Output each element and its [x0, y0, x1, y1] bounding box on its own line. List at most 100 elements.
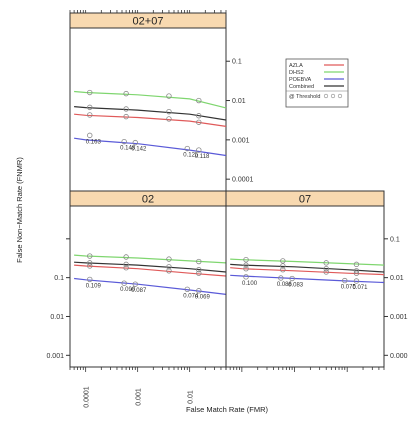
threshold-point [196, 258, 202, 265]
threshold-point [166, 256, 172, 262]
threshold-point [196, 267, 202, 273]
threshold-label: 0.083 [288, 283, 304, 289]
y-tick-label: 0.1 [232, 59, 242, 66]
threshold-marker [132, 139, 138, 146]
threshold-point [323, 269, 329, 275]
threshold-point [166, 264, 172, 270]
x-tick-label: 0.001 [136, 388, 143, 406]
y-tick-label: 0.01 [232, 98, 246, 105]
threshold-marker [121, 280, 127, 286]
legend-label: DHS2 [289, 70, 304, 76]
threshold-point [123, 261, 129, 268]
threshold-point [87, 89, 93, 96]
threshold-marker [243, 274, 249, 280]
threshold-point [87, 263, 93, 269]
y-tick-label: 0.001 [46, 353, 64, 360]
y-tick-label: 0.0001 [232, 177, 254, 184]
y-tick-label: 0.001 [390, 314, 408, 321]
series-line-dhs2 [74, 90, 227, 109]
panel-strip [225, 190, 385, 207]
threshold-point [280, 258, 286, 264]
legend-label: Combined [289, 84, 314, 90]
legend-threshold-icon [330, 93, 336, 99]
threshold-point [196, 97, 202, 104]
threshold-marker [196, 147, 202, 153]
threshold-marker [184, 145, 190, 152]
threshold-point [166, 116, 172, 122]
threshold-point [123, 113, 129, 120]
threshold-point [323, 260, 329, 266]
threshold-point [166, 268, 172, 274]
threshold-marker [278, 275, 284, 281]
threshold-marker [184, 286, 190, 293]
threshold-label: 0.090 [120, 287, 136, 293]
threshold-point [353, 270, 360, 276]
y-tick-label: 0.01 [390, 275, 404, 282]
series-line-dhs2 [74, 254, 227, 264]
legend-label: POEBVA [289, 77, 312, 83]
threshold-point [196, 113, 202, 119]
threshold-point [353, 268, 360, 274]
y-tick-label: 0.001 [232, 137, 250, 144]
threshold-point [123, 90, 129, 97]
legend-threshold-icon [337, 93, 343, 99]
threshold-point [196, 119, 202, 125]
threshold-point [123, 106, 129, 112]
y-tick-label: 0.1 [390, 236, 400, 243]
legend-label: AZLA [289, 63, 303, 69]
series-line-combined [74, 261, 227, 273]
threshold-point [123, 254, 129, 260]
threshold-point [196, 270, 202, 276]
threshold-marker [196, 288, 202, 294]
threshold-marker [87, 276, 93, 283]
x-tick-label: 0.0001 [84, 386, 91, 408]
threshold-point [87, 260, 93, 266]
y-tick-label: 0.01 [50, 314, 64, 321]
threshold-point [280, 263, 286, 269]
panel-title: 02 [142, 194, 154, 206]
series-line-combined [230, 263, 385, 273]
threshold-point [87, 104, 93, 111]
legend-threshold-label: @ Threshold [289, 94, 320, 100]
series-line-dhs2 [230, 258, 385, 266]
threshold-label: 0.074 [183, 293, 199, 299]
series-line-azla [74, 264, 227, 277]
threshold-label: 0.086 [277, 282, 293, 288]
threshold-marker [289, 275, 295, 282]
threshold-label: 0.118 [195, 154, 210, 160]
threshold-point [243, 262, 249, 268]
plot-frame [225, 205, 385, 368]
threshold-label: 0.148 [120, 146, 136, 152]
series-line-combined [74, 106, 227, 121]
series-line-azla [230, 267, 385, 276]
threshold-label: 0.142 [131, 147, 147, 153]
threshold-label: 0.100 [242, 281, 258, 287]
threshold-label: 0.087 [131, 288, 147, 294]
threshold-point [123, 265, 129, 271]
plot-frame [69, 205, 227, 368]
threshold-point [87, 112, 93, 118]
threshold-label: 0.069 [195, 295, 211, 301]
threshold-label: 0.071 [352, 285, 368, 291]
threshold-point [280, 267, 286, 273]
threshold-label: 0.125 [183, 153, 199, 159]
y-tick-label: 0.1 [54, 275, 64, 282]
threshold-marker [342, 277, 348, 284]
threshold-marker [121, 138, 127, 145]
threshold-point [323, 265, 329, 272]
threshold-point [243, 265, 249, 272]
threshold-point [87, 253, 93, 259]
legend-threshold-icon [323, 93, 329, 99]
panel-title: 07 [299, 194, 311, 206]
threshold-marker [353, 278, 360, 284]
series-line-azla [74, 113, 227, 127]
threshold-marker [132, 281, 138, 287]
threshold-point [353, 261, 360, 268]
panel-strip [69, 12, 227, 29]
